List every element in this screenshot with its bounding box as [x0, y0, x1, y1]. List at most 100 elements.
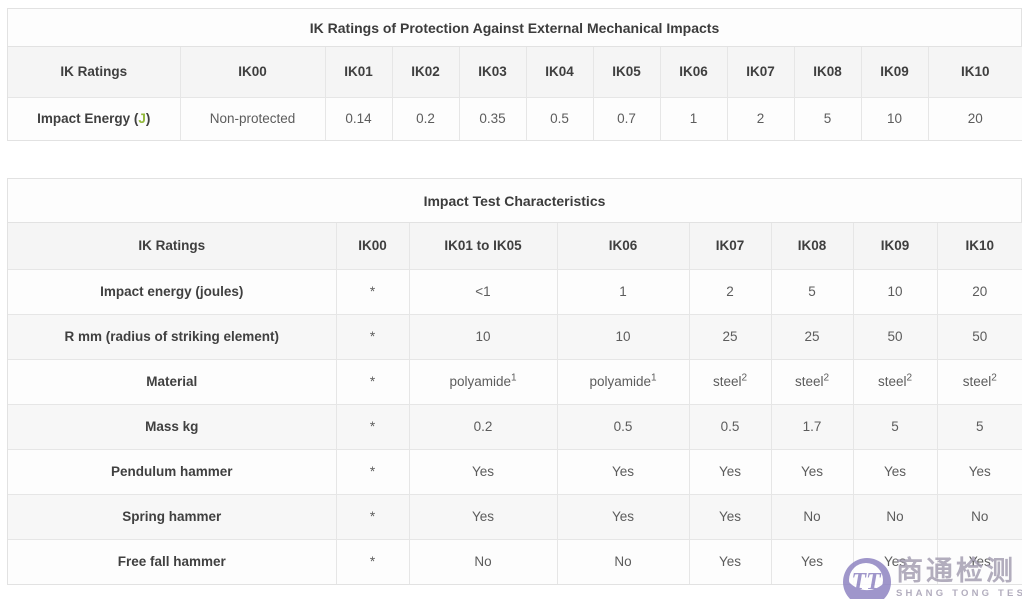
cell: * — [335, 448, 409, 494]
cell: Yes — [936, 448, 1022, 494]
cell: Yes — [770, 538, 853, 584]
column-header: IK10 — [936, 223, 1022, 269]
cell: Yes — [936, 538, 1022, 584]
table-row: Material * polyamide1 polyamide1 steel2 steel… — [8, 358, 1022, 404]
row-label: Material — [8, 358, 336, 404]
table-row: Pendulum hammer * Yes Yes Yes Yes Yes Yes — [8, 448, 1022, 494]
cell: 10 — [408, 313, 557, 359]
row-label: Free fall hammer — [8, 538, 336, 584]
cell: 0.5 — [556, 403, 689, 449]
cell: * — [335, 493, 409, 539]
cell: Yes — [408, 448, 557, 494]
cell: Yes — [556, 493, 689, 539]
cell: * — [335, 403, 409, 449]
cell: 0.35 — [458, 96, 526, 140]
table-row: Free fall hammer * No No Yes Yes Yes Yes — [8, 538, 1022, 584]
column-header: IK08 — [793, 47, 861, 97]
row-label: Impact Energy (J) — [8, 96, 180, 140]
accent-text: J — [138, 111, 146, 127]
cell: * — [335, 313, 409, 359]
column-header: IK04 — [525, 47, 593, 97]
cell: 10 — [860, 96, 928, 140]
cell: 2 — [688, 268, 771, 314]
watermark-en-text: SHANG TONG TESTING — [896, 588, 1022, 599]
column-header: IK01 to IK05 — [408, 223, 557, 269]
cell: 50 — [852, 313, 937, 359]
footnote-superscript: 2 — [991, 372, 997, 384]
footnote-superscript: 2 — [741, 372, 748, 384]
cell: 5 — [793, 96, 861, 140]
footnote-superscript: 2 — [906, 372, 913, 384]
cell: No — [408, 538, 557, 584]
row-label: Spring hammer — [8, 493, 336, 539]
cell: 25 — [770, 313, 853, 359]
column-header: IK07 — [688, 223, 771, 269]
cell-text: steel — [794, 374, 824, 389]
cell: steel2 — [770, 358, 853, 404]
table1-title: IK Ratings of Protection Against Externa… — [8, 9, 1021, 47]
table-row: Spring hammer * Yes Yes Yes No No No — [8, 493, 1022, 539]
cell: 0.5 — [525, 96, 593, 140]
cell: 0.2 — [408, 403, 557, 449]
cell: Yes — [852, 448, 937, 494]
cell: 20 — [936, 268, 1022, 314]
table2-title: Impact Test Characteristics — [8, 179, 1021, 223]
cell: * — [335, 358, 409, 404]
table-row: Impact energy (joules) * <1 1 2 5 10 20 — [8, 268, 1022, 314]
cell: Yes — [408, 493, 557, 539]
column-header: IK07 — [726, 47, 794, 97]
column-header: IK05 — [592, 47, 660, 97]
cell: steel2 — [936, 358, 1022, 404]
cell: Yes — [688, 448, 771, 494]
column-header: IK02 — [391, 47, 459, 97]
table-row: Impact Energy (J) Non-protected 0.14 0.2 0.3… — [8, 96, 1022, 140]
column-header: IK00 — [335, 223, 409, 269]
table-row: R mm (radius of striking element) * 10 10 25… — [8, 313, 1022, 359]
label-text: Impact Energy ( — [37, 111, 139, 127]
cell: No — [852, 493, 937, 539]
table2-header-row: IK Ratings IK00 IK01 to IK05 IK06 IK07 IK08 IK… — [8, 223, 1022, 269]
cell: 20 — [927, 96, 1022, 140]
row-label: Pendulum hammer — [8, 448, 336, 494]
cell: steel2 — [688, 358, 771, 404]
table1-header-row: IK Ratings IK00 IK01 IK02 IK03 IK04 IK05 IK06 IK… — [8, 47, 1022, 97]
column-header: IK01 — [324, 47, 392, 97]
cell: Yes — [556, 448, 689, 494]
row-label: R mm (radius of striking element) — [8, 313, 336, 359]
cell: 5 — [852, 403, 937, 449]
column-header: IK08 — [770, 223, 853, 269]
cell: 0.7 — [592, 96, 660, 140]
footnote-superscript: 2 — [823, 372, 830, 384]
column-header: IK Ratings — [8, 47, 180, 97]
column-header: IK09 — [860, 47, 928, 97]
cell: 2 — [726, 96, 794, 140]
column-header: IK10 — [927, 47, 1022, 97]
column-header: IK06 — [659, 47, 727, 97]
cell: polyamide1 — [556, 358, 689, 404]
impact-test-table-card: Impact Test Characteristics IK Ratings IK… — [7, 178, 1022, 585]
table-row: Mass kg * 0.2 0.5 0.5 1.7 5 5 — [8, 403, 1022, 449]
cell: Yes — [688, 538, 771, 584]
column-header: IK Ratings — [8, 223, 336, 269]
cell: 0.14 — [324, 96, 392, 140]
cell: 10 — [852, 268, 937, 314]
cell: Non-protected — [179, 96, 325, 140]
cell: No — [556, 538, 689, 584]
cell: 1 — [556, 268, 689, 314]
cell: 1 — [659, 96, 727, 140]
ik-ratings-table-card: IK Ratings of Protection Against Externa… — [7, 8, 1022, 141]
cell: Yes — [852, 538, 937, 584]
footnote-superscript: 1 — [650, 372, 657, 384]
column-header: IK06 — [556, 223, 689, 269]
cell: 0.5 — [688, 403, 771, 449]
cell: 5 — [936, 403, 1022, 449]
footnote-superscript: 1 — [510, 372, 517, 384]
cell-text: steel — [712, 374, 742, 389]
cell: 10 — [556, 313, 689, 359]
cell: Yes — [688, 493, 771, 539]
cell: 25 — [688, 313, 771, 359]
column-header: IK03 — [458, 47, 526, 97]
cell: 50 — [936, 313, 1022, 359]
cell-text: polyamide — [449, 374, 511, 389]
column-header: IK00 — [179, 47, 325, 97]
